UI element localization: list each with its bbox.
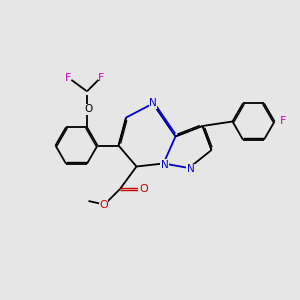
- Text: O: O: [99, 200, 108, 211]
- Text: F: F: [65, 73, 72, 82]
- Text: O: O: [84, 104, 93, 114]
- Text: N: N: [160, 160, 168, 170]
- Text: O: O: [139, 184, 148, 194]
- Text: F: F: [98, 73, 105, 82]
- Text: N: N: [187, 164, 194, 175]
- Text: F: F: [280, 116, 286, 127]
- Text: N: N: [149, 98, 157, 109]
